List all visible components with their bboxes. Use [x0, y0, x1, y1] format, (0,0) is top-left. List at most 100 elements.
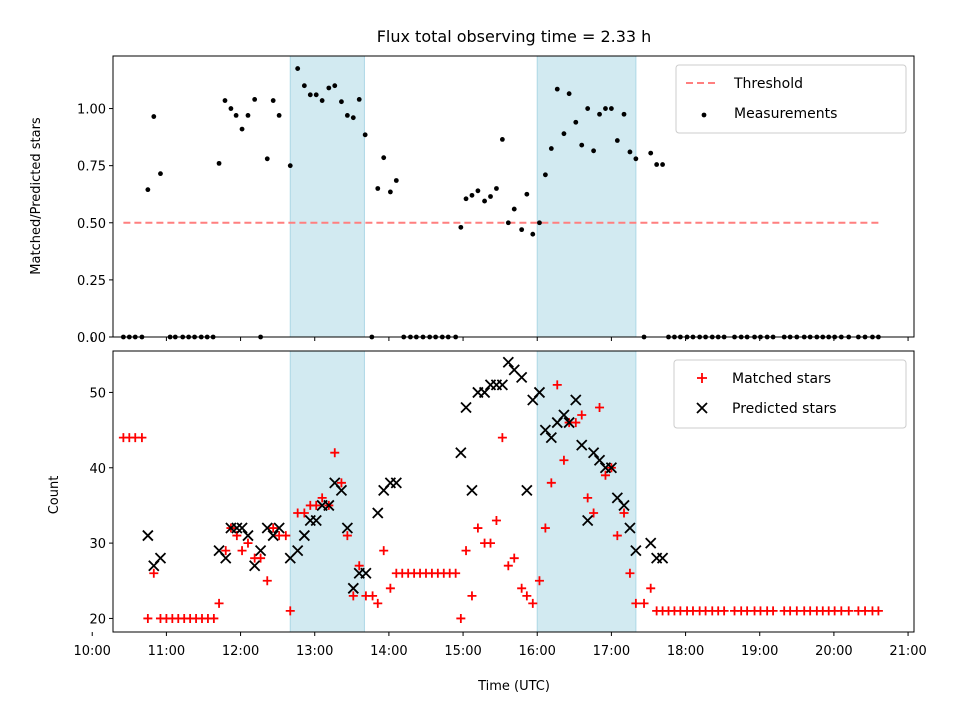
matched-star-point [522, 591, 532, 601]
matched-star-point [473, 523, 483, 533]
measurement-point [264, 156, 270, 162]
x-tick-label: 12:00 [222, 644, 259, 659]
predicted-star-point [154, 552, 167, 564]
predicted-star-point [242, 529, 254, 542]
y-tick-label: 0.25 [77, 274, 106, 289]
measurement-point [463, 196, 469, 202]
matched-star-point [451, 568, 461, 578]
measurement-point [530, 231, 536, 237]
legend-label: Measurements [734, 106, 837, 122]
x-tick-label: 13:00 [296, 644, 333, 659]
measurement-point [609, 106, 614, 111]
observing-band [289, 350, 365, 633]
y-tick-label: 20 [89, 612, 106, 627]
predicted-star-point [273, 522, 285, 534]
predicted-star-point [624, 522, 636, 534]
predicted-star-point [292, 545, 304, 557]
measurement-point [648, 150, 654, 156]
predicted-star-point [267, 529, 279, 542]
matched-star-point [552, 380, 562, 390]
y-tick-label: 0.50 [77, 217, 106, 232]
measurement-point [542, 172, 548, 178]
predicted-star-point [502, 356, 514, 368]
predicted-star-point [466, 484, 478, 497]
y-tick-label: 0.00 [77, 331, 106, 346]
legend-box [673, 359, 907, 429]
measurement-point [245, 112, 251, 118]
measurement-point [579, 142, 585, 148]
matched-star-point [577, 410, 587, 420]
matched-star-point [461, 546, 471, 556]
measurement-point [339, 99, 344, 105]
measurement-point [660, 162, 665, 167]
predicted-star-point [390, 477, 402, 489]
predicted-star-point [220, 552, 232, 564]
matched-star-point [595, 403, 605, 413]
predicted-star-point [341, 522, 354, 534]
predicted-star-point [236, 522, 248, 534]
measurement-point [548, 146, 554, 151]
predicted-star-point [310, 514, 322, 527]
measurement-point [654, 162, 660, 167]
matched-star-point [330, 448, 340, 458]
measurement-point [469, 192, 475, 198]
y-axis-label-count: Count [47, 476, 62, 515]
predicted-star-point [521, 484, 533, 497]
matched-star-point [221, 546, 231, 556]
matched-star-point [844, 606, 854, 616]
predicted-star-point [656, 552, 669, 564]
x-tick-label: 17:00 [593, 644, 630, 659]
matched-star-point [619, 508, 629, 518]
matched-star-point [317, 493, 327, 503]
matched-star-point [873, 606, 883, 616]
measurement-point [295, 66, 301, 71]
measurement-point [319, 98, 325, 103]
observing-band [289, 55, 365, 338]
y-tick-label: 30 [89, 537, 106, 552]
matched-star-point [503, 561, 513, 571]
matched-star-point [354, 561, 364, 571]
predicted-star-point [545, 431, 557, 444]
x-tick-label: 11:00 [148, 644, 185, 659]
matched-star-point [583, 493, 593, 503]
predicted-star-point [539, 424, 552, 436]
matched-star-point [342, 531, 352, 541]
matched-star-point [137, 433, 147, 443]
predicted-star-point [298, 529, 310, 542]
measurement-point [494, 186, 499, 191]
legend-measurements-swatch [701, 112, 707, 118]
matched-star-point [534, 576, 544, 586]
matched-star-point [214, 598, 224, 608]
legend-matched-swatch [697, 373, 707, 383]
matched-star-point [559, 455, 569, 465]
matched-star-point [600, 470, 610, 480]
measurement-point [233, 112, 239, 118]
matched-star-point [336, 478, 346, 488]
x-tick-label: 18:00 [667, 644, 704, 659]
matched-star-point [491, 516, 501, 526]
x-tick-label: 19:00 [741, 644, 778, 659]
measurement-point [537, 220, 542, 226]
predicted-star-point [372, 507, 384, 519]
matched-star-point [348, 591, 358, 601]
matched-star-point [143, 613, 153, 623]
predicted-star-point [249, 560, 261, 572]
axes-frame [112, 350, 915, 633]
x-tick-label: 20:00 [815, 644, 852, 659]
predicted-star-point [347, 582, 359, 594]
predicted-star-point [618, 499, 630, 512]
predicted-star-point [558, 409, 570, 421]
measurement-point [387, 189, 393, 195]
predicted-star-point [261, 522, 273, 534]
measurement-point [375, 186, 381, 191]
x-tick-label: 10:00 [73, 644, 110, 659]
matched-star-point [589, 508, 599, 518]
measurement-point [627, 149, 633, 155]
x-axis-label: Time (UTC) [477, 679, 550, 694]
predicted-star-point [460, 401, 472, 414]
predicted-star-point [645, 537, 657, 549]
matched-star-point [467, 591, 477, 601]
predicted-star-point [563, 416, 575, 429]
y-tick-label: 50 [89, 386, 106, 401]
